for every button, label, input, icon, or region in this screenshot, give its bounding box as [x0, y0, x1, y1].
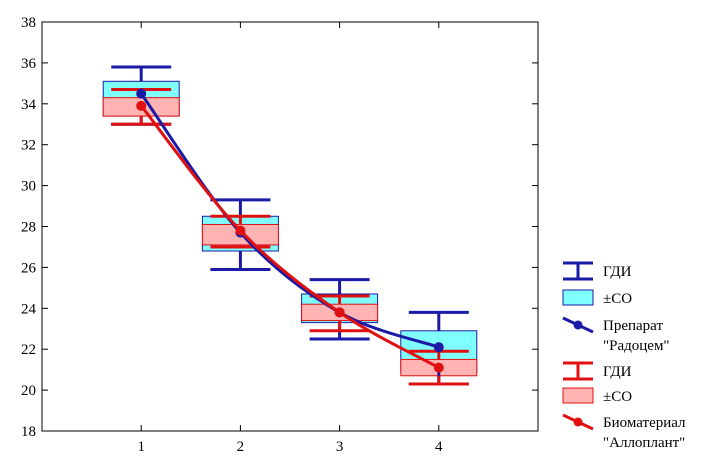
- legend-whisker-label: ГДИ: [603, 364, 632, 380]
- y-tick-label: 36: [21, 56, 37, 72]
- legend-mean-marker: [573, 320, 583, 330]
- y-tick-label: 32: [21, 138, 36, 154]
- mean-line: [139, 92, 440, 349]
- legend-whisker-label: ГДИ: [603, 264, 632, 280]
- x-tick-label: 2: [237, 439, 245, 455]
- mean-point: [136, 88, 147, 99]
- mean-point: [136, 100, 147, 111]
- series-0-means: [136, 88, 444, 353]
- mean-point: [235, 225, 246, 236]
- y-tick-label: 22: [21, 342, 36, 358]
- y-tick-label: 24: [21, 301, 37, 317]
- x-tick-label: 1: [137, 439, 145, 455]
- y-tick-label: 28: [21, 220, 36, 236]
- legend-box-symbol: [562, 289, 594, 306]
- mean-line: [140, 104, 440, 369]
- legend-mean-marker: [573, 417, 583, 427]
- legend-series-name: Препарат: [603, 318, 663, 334]
- x-tick-label: 4: [435, 439, 443, 455]
- legend-series-name-2: "Аллоплант": [603, 435, 685, 451]
- legend-box-label: ±СО: [603, 389, 632, 405]
- y-tick-label: 38: [21, 15, 36, 31]
- x-tick-label: 3: [336, 439, 344, 455]
- legend-series-name: Биоматериал: [603, 415, 686, 431]
- mean-point: [334, 307, 345, 318]
- y-tick-label: 20: [21, 383, 36, 399]
- y-tick-label: 30: [21, 179, 36, 195]
- legend-box-label: ±СО: [603, 291, 632, 307]
- plot-area: [102, 65, 478, 386]
- y-tick-label: 26: [21, 260, 37, 276]
- mean-point: [433, 362, 444, 373]
- legend-series-0: ГДИ ±СО Препарат "Радоцем": [562, 261, 670, 354]
- mean-point: [433, 342, 444, 353]
- legend-series-1: ГДИ ±СО Биоматериал "Аллоплант": [562, 361, 686, 451]
- y-tick-label: 34: [21, 97, 37, 113]
- legend-box-symbol: [562, 387, 594, 404]
- legend-series-name-2: "Радоцем": [603, 338, 670, 354]
- y-tick-label: 18: [21, 424, 36, 440]
- legend: ГДИ ±СО Препарат "Радоцем" ГДИ ±СО Биоматериал…: [562, 261, 686, 451]
- series-1-means: [136, 100, 444, 373]
